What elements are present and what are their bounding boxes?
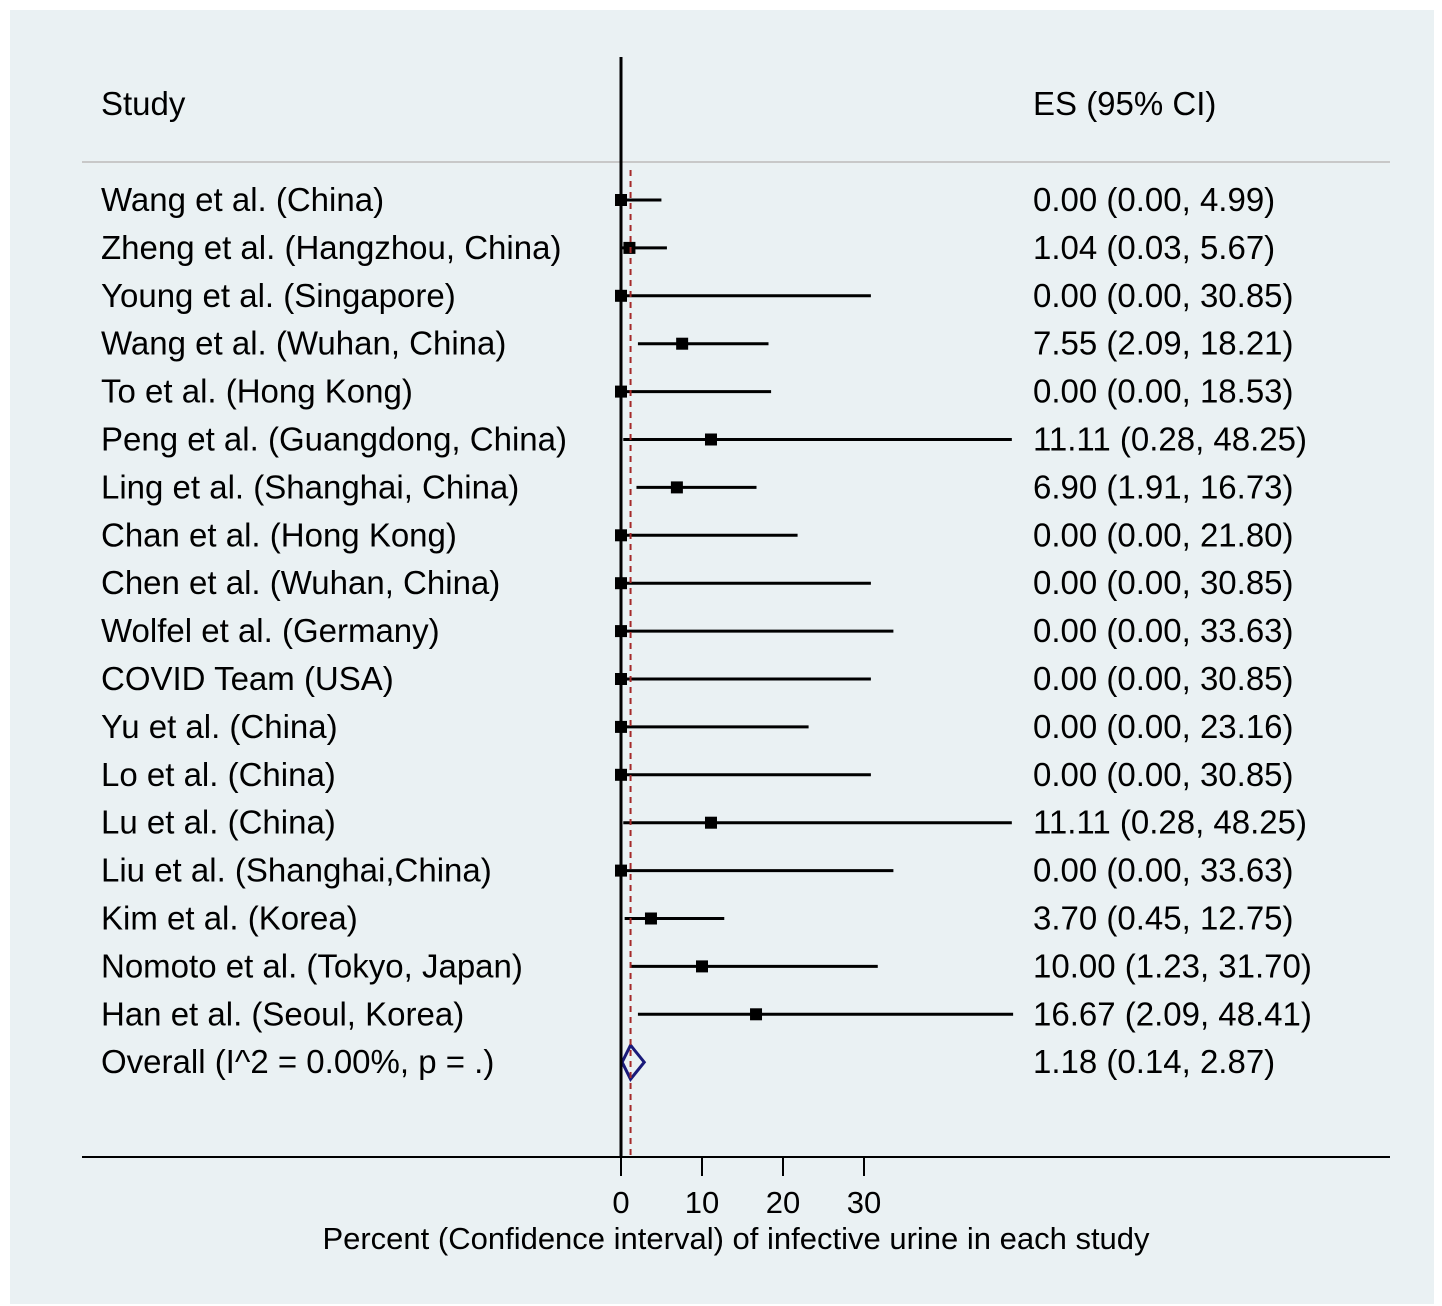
x-tick-label: 0 — [612, 1185, 629, 1220]
plot-background — [10, 10, 1434, 1304]
overall-diamond — [620, 1042, 647, 1082]
study-row: Wang et al. (Wuhan, China) 7.55 (2.09, 18… — [101, 325, 1294, 362]
header-study: Study — [101, 85, 186, 122]
study-label: Young et al. (Singapore) — [101, 277, 456, 314]
effect-size-label: 0.00 (0.00, 30.85) — [1033, 660, 1294, 697]
study-label: Wang et al. (China) — [101, 181, 384, 218]
study-row: Chen et al. (Wuhan, China) 0.00 (0.00, 30… — [101, 564, 1294, 601]
overall-row: Overall (I^2 = 0.00%, p = .) 1.18 (0.14, … — [101, 1042, 1275, 1082]
study-label: Kim et al. (Korea) — [101, 900, 358, 937]
study-label: Nomoto et al. (Tokyo, Japan) — [101, 947, 523, 984]
study-label: Liu et al. (Shanghai,China) — [101, 852, 492, 889]
study-label: Zheng et al. (Hangzhou, China) — [101, 229, 561, 266]
study-row: Yu et al. (China) 0.00 (0.00, 23.16) — [101, 708, 1294, 745]
overall-label: Overall (I^2 = 0.00%, p = .) — [101, 1043, 494, 1080]
effect-size-label: 6.90 (1.91, 16.73) — [1033, 468, 1294, 505]
effect-size-label: 0.00 (0.00, 21.80) — [1033, 516, 1294, 553]
effect-size-label: 1.04 (0.03, 5.67) — [1033, 229, 1275, 266]
effect-size-label: 3.70 (0.45, 12.75) — [1033, 900, 1294, 937]
study-label: Peng et al. (Guangdong, China) — [101, 421, 567, 458]
study-row: Chan et al. (Hong Kong) 0.00 (0.00, 21.80… — [101, 516, 1294, 553]
study-label: Wolfel et al. (Germany) — [101, 612, 440, 649]
effect-size-label: 0.00 (0.00, 33.63) — [1033, 852, 1294, 889]
x-tick-label: 20 — [766, 1185, 800, 1220]
point-estimate-marker — [696, 960, 708, 973]
effect-size-label: 0.00 (0.00, 30.85) — [1033, 564, 1294, 601]
study-row: Wang et al. (China) 0.00 (0.00, 4.99) — [101, 181, 1275, 218]
effect-size-label: 0.00 (0.00, 23.16) — [1033, 708, 1294, 745]
study-row: Lu et al. (China) 11.11 (0.28, 48.25) — [101, 804, 1307, 841]
x-axis-ticks: 0 10 20 30 — [612, 1157, 881, 1220]
point-estimate-marker — [623, 241, 636, 254]
effect-size-label: 11.11 (0.28, 48.25) — [1033, 421, 1307, 458]
point-estimate-marker — [644, 912, 657, 925]
study-label: Lu et al. (China) — [101, 804, 336, 841]
effect-size-label: 0.00 (0.00, 18.53) — [1033, 373, 1294, 410]
study-label: COVID Team (USA) — [101, 660, 394, 697]
study-row: Zheng et al. (Hangzhou, China) 1.04 (0.03… — [101, 229, 1275, 266]
study-rows: Wang et al. (China) 0.00 (0.00, 4.99) Zhen… — [101, 181, 1312, 1082]
study-row: To et al. (Hong Kong) 0.00 (0.00, 18.53) — [101, 373, 1294, 410]
header-es: ES (95% CI) — [1033, 85, 1216, 122]
study-label: Wang et al. (Wuhan, China) — [101, 325, 506, 362]
study-label: Yu et al. (China) — [101, 708, 338, 745]
study-label: Ling et al. (Shanghai, China) — [101, 468, 519, 505]
point-estimate-marker — [704, 816, 717, 829]
point-estimate-marker — [704, 433, 717, 446]
effect-size-label: 7.55 (2.09, 18.21) — [1033, 325, 1294, 362]
study-label: Chan et al. (Hong Kong) — [101, 516, 457, 553]
study-label: Lo et al. (China) — [101, 756, 336, 793]
point-estimate-marker — [670, 481, 683, 494]
effect-size-label: 0.00 (0.00, 33.63) — [1033, 612, 1294, 649]
effect-size-label: 0.00 (0.00, 30.85) — [1033, 277, 1294, 314]
study-row: Han et al. (Seoul, Korea) 16.67 (2.09, 48… — [101, 995, 1312, 1032]
x-tick-label: 10 — [685, 1185, 719, 1220]
study-row: Ling et al. (Shanghai, China) 6.90 (1.91,… — [101, 468, 1294, 505]
effect-size-label: 0.00 (0.00, 4.99) — [1033, 181, 1275, 218]
study-row: Liu et al. (Shanghai,China) 0.00 (0.00, 3… — [101, 852, 1294, 889]
study-row: COVID Team (USA) 0.00 (0.00, 30.85) — [101, 660, 1294, 697]
effect-size-label: 11.11 (0.28, 48.25) — [1033, 804, 1307, 841]
study-label: To et al. (Hong Kong) — [101, 373, 413, 410]
x-tick-label: 30 — [847, 1185, 881, 1220]
x-axis-label: Percent (Confidence interval) of infecti… — [322, 1221, 1150, 1256]
point-estimate-marker — [750, 1008, 763, 1021]
study-label: Han et al. (Seoul, Korea) — [101, 995, 464, 1032]
study-row: Peng et al. (Guangdong, China) 11.11 (0.2… — [101, 421, 1307, 458]
overall-effect-size-label: 1.18 (0.14, 2.87) — [1033, 1043, 1275, 1080]
effect-size-label: 16.67 (2.09, 48.41) — [1033, 995, 1312, 1032]
study-row: Kim et al. (Korea) 3.70 (0.45, 12.75) — [101, 900, 1294, 937]
effect-size-label: 0.00 (0.00, 30.85) — [1033, 756, 1294, 793]
study-row: Wolfel et al. (Germany) 0.00 (0.00, 33.63… — [101, 612, 1294, 649]
study-row: Nomoto et al. (Tokyo, Japan) 10.00 (1.23,… — [101, 947, 1312, 984]
point-estimate-marker — [676, 337, 689, 350]
study-label: Chen et al. (Wuhan, China) — [101, 564, 500, 601]
effect-size-label: 10.00 (1.23, 31.70) — [1033, 947, 1312, 984]
study-row: Lo et al. (China) 0.00 (0.00, 30.85) — [101, 756, 1294, 793]
study-row: Young et al. (Singapore) 0.00 (0.00, 30.8… — [101, 277, 1294, 314]
